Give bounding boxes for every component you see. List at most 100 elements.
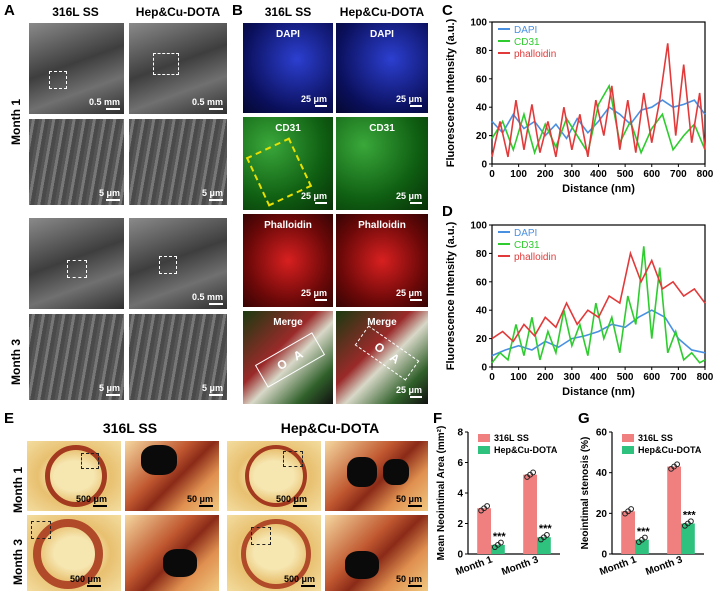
- panel-label-g: G: [578, 410, 590, 427]
- histology-image: 500 μm: [226, 514, 322, 592]
- x-tick-label: 300: [564, 372, 581, 383]
- scale-bar: 5 μm: [202, 383, 223, 396]
- y-tick-label: 0: [481, 363, 487, 374]
- bar-316l-ss: [621, 511, 635, 554]
- data-point: [628, 506, 634, 512]
- scale-bar: 500 μm: [276, 494, 307, 507]
- scale-bar: 5 μm: [99, 383, 120, 396]
- row-label-a-m1: Month 1: [9, 99, 23, 145]
- row-label-e-m1: Month 1: [11, 467, 25, 513]
- sem-image: 0.5 mm: [128, 22, 228, 115]
- sem-image: [28, 217, 125, 310]
- col-title-a-treat: Hep&Cu-DOTA: [135, 5, 221, 19]
- series-line-phalloidin: [491, 250, 706, 343]
- x-tick-label: 600: [643, 372, 660, 383]
- col-title-b-treat: Hep&Cu-DOTA: [339, 5, 425, 19]
- x-tick-label: 0: [489, 372, 495, 383]
- scale-bar: 50 μm: [187, 494, 213, 507]
- panel-label-e: E: [4, 410, 15, 427]
- scale-bar: 0.5 mm: [192, 292, 223, 305]
- col-title-a-ctrl: 316L SS: [52, 5, 99, 19]
- data-point: [544, 532, 550, 538]
- sem-zoom-image: 5 μm: [128, 313, 228, 401]
- legend-label: Hep&Cu-DOTA: [494, 445, 558, 455]
- y-tick-label: 0: [457, 550, 463, 561]
- bar-316l-ss: [523, 474, 537, 554]
- legend-label: CD31: [514, 37, 540, 48]
- y-axis-label: Neointimal stenosis (%): [580, 437, 591, 550]
- significance-mark: ***: [637, 526, 651, 538]
- legend-label: phalloidin: [514, 49, 556, 60]
- y-tick-label: 20: [596, 509, 608, 520]
- x-tick-label: Month 3: [500, 554, 540, 578]
- bar-hep-cu-dota: [635, 539, 649, 554]
- y-tick-label: 60: [476, 277, 488, 288]
- scale-bar: 25 μm: [396, 288, 422, 301]
- dapi-image: DAPI 25 μm: [335, 22, 429, 114]
- phalloidin-image: Phalloidin 25 μm: [335, 213, 429, 308]
- y-tick-label: 4: [457, 489, 463, 500]
- sem-image: 0.5 mm: [28, 22, 125, 115]
- data-point: [484, 503, 490, 509]
- x-axis-label: Distance (nm): [562, 183, 635, 195]
- row-label-e-m3: Month 3: [11, 539, 25, 585]
- scale-bar: 5 μm: [202, 188, 223, 201]
- x-tick-label: 500: [617, 169, 634, 180]
- x-tick-label: 100: [510, 169, 527, 180]
- row-label-a-m3: Month 3: [9, 339, 23, 385]
- scale-bar: 50 μm: [396, 574, 422, 587]
- bar-hep-cu-dota: [681, 523, 695, 554]
- x-tick-label: 500: [617, 372, 634, 383]
- y-axis-label: Fluorescence Intensity (a.u.): [445, 18, 457, 167]
- data-point: [530, 469, 536, 476]
- panel-label-f: F: [433, 410, 443, 427]
- histology-image: 500 μm: [226, 440, 322, 512]
- x-axis-label: Distance (nm): [562, 386, 635, 398]
- scale-bar: 25 μm: [396, 94, 422, 107]
- y-axis-label: Fluorescence Intensity (a.u.): [445, 221, 457, 370]
- bar-316l-ss: [667, 466, 681, 554]
- histology-image: 500 μm: [26, 514, 122, 592]
- scale-bar: 25 μm: [301, 94, 327, 107]
- series-line-cd31: [491, 246, 706, 364]
- legend-label: DAPI: [514, 25, 537, 36]
- line-chart-c: 0 20 40 60 80 100 0 100 200 300 400 500 600 700 800 DAP…: [445, 18, 714, 196]
- x-tick-label: 200: [537, 372, 554, 383]
- legend-label: CD31: [514, 240, 540, 251]
- cd31-image: CD31 25 μm: [335, 116, 429, 211]
- data-point: [674, 461, 680, 468]
- sem-zoom-image: 5 μm: [128, 118, 228, 206]
- y-tick-label: 100: [470, 221, 487, 232]
- scale-bar: 500 μm: [284, 574, 315, 587]
- x-tick-label: 700: [670, 372, 687, 383]
- x-tick-label: 600: [643, 169, 660, 180]
- scale-bar: 500 μm: [76, 494, 107, 507]
- legend-label: Hep&Cu-DOTA: [638, 445, 702, 455]
- panel-label-a: A: [4, 2, 15, 19]
- bar-316l-ss: [477, 508, 491, 554]
- scale-bar: 50 μm: [396, 494, 422, 507]
- scale-bar: 5 μm: [99, 188, 120, 201]
- panel-label-d: D: [442, 203, 453, 220]
- y-axis-label: Mean Neointimal Area (mm²): [436, 426, 447, 561]
- y-tick-label: 20: [476, 334, 488, 345]
- series-line-dapi: [491, 309, 706, 357]
- y-tick-label: 20: [476, 131, 488, 142]
- histology-zoom-image: 50 μm: [124, 440, 220, 512]
- scale-bar: 0.5 mm: [89, 97, 120, 110]
- y-tick-label: 6: [457, 458, 463, 469]
- legend-swatch: [478, 434, 490, 442]
- legend-label: phalloidin: [514, 252, 556, 263]
- sem-image: 0.5 mm: [128, 217, 228, 310]
- panel-label-c: C: [442, 2, 453, 19]
- legend-swatch: [622, 446, 634, 454]
- data-point: [642, 534, 648, 541]
- y-tick-label: 0: [601, 550, 607, 561]
- histology-zoom-image: 50 μm: [324, 514, 429, 592]
- merge-image: Merge O A 25 μm: [335, 310, 429, 405]
- scale-bar: 25 μm: [301, 288, 327, 301]
- histology-image: 500 μm: [26, 440, 122, 512]
- line-chart-d: 0 20 40 60 80 100 0 100 200 300 400 500 600 700 800 DAP…: [445, 221, 714, 399]
- y-tick-label: 8: [457, 428, 463, 439]
